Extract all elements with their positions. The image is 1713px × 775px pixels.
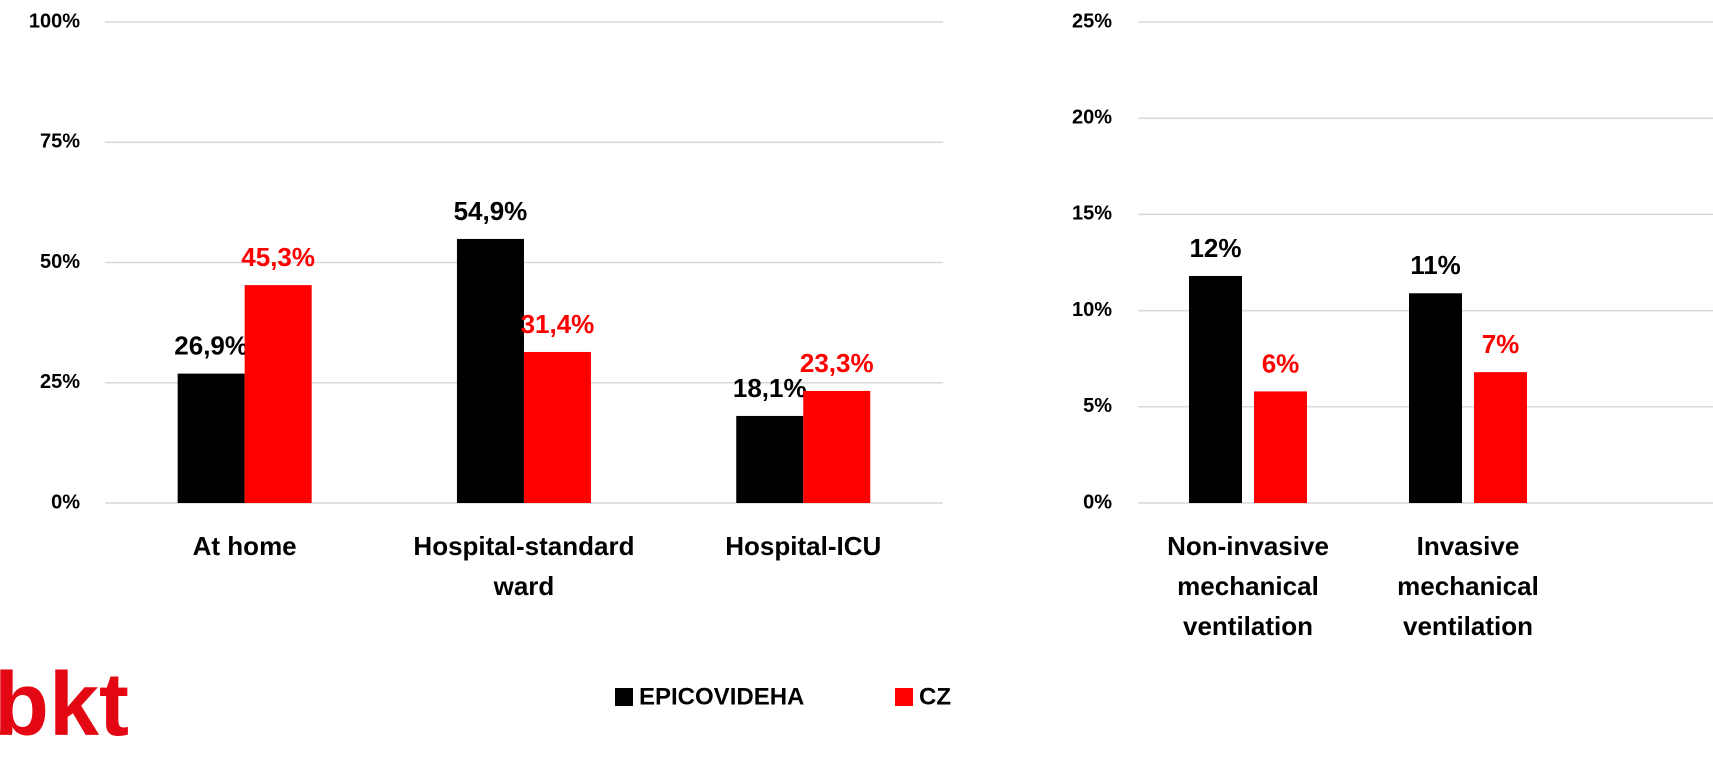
value-label: 7% [1482,329,1520,359]
bar [803,390,871,503]
bar [1474,372,1527,503]
bar [244,285,312,503]
y-tick-label: 25% [40,371,80,393]
value-label: 11% [1410,250,1461,280]
y-tick-label: 75% [40,131,80,153]
bar [1254,391,1307,503]
bar [456,238,524,503]
value-label: 23,3% [800,348,874,378]
x-tick-label: Non-invasive mechanical ventilation [1167,531,1329,641]
x-tick-label: Hospital-ICU [725,531,881,561]
legend-label: EPICOVIDEHA [639,683,804,710]
bar [1189,275,1242,503]
bar [736,415,804,503]
x-tick-label: Hospital-standard ward [413,531,634,601]
bar [523,351,591,503]
value-label: 26,9% [174,330,248,360]
value-label: 6% [1262,348,1300,378]
bar [1409,293,1462,503]
logo: bkt [0,655,129,755]
value-label: 31,4% [521,309,595,339]
y-tick-label: 100% [29,10,80,32]
x-tick-label: Invasive mechanical ventilation [1397,531,1539,641]
value-label: 12% [1189,233,1241,263]
legend-swatch [895,688,913,706]
y-tick-label: 5% [1083,395,1112,417]
legend-swatch [615,688,633,706]
y-tick-label: 20% [1072,106,1112,128]
bar [177,373,245,503]
legend-label: CZ [919,683,951,710]
y-tick-label: 50% [40,251,80,273]
y-tick-label: 0% [1083,491,1112,513]
y-tick-label: 15% [1072,203,1112,225]
value-label: 45,3% [241,242,315,272]
value-label: 18,1% [733,373,807,403]
value-label: 54,9% [454,196,528,226]
y-tick-label: 10% [1072,299,1112,321]
x-tick-label: At home [193,531,297,561]
y-tick-label: 0% [51,491,80,513]
y-tick-label: 25% [1072,10,1112,32]
